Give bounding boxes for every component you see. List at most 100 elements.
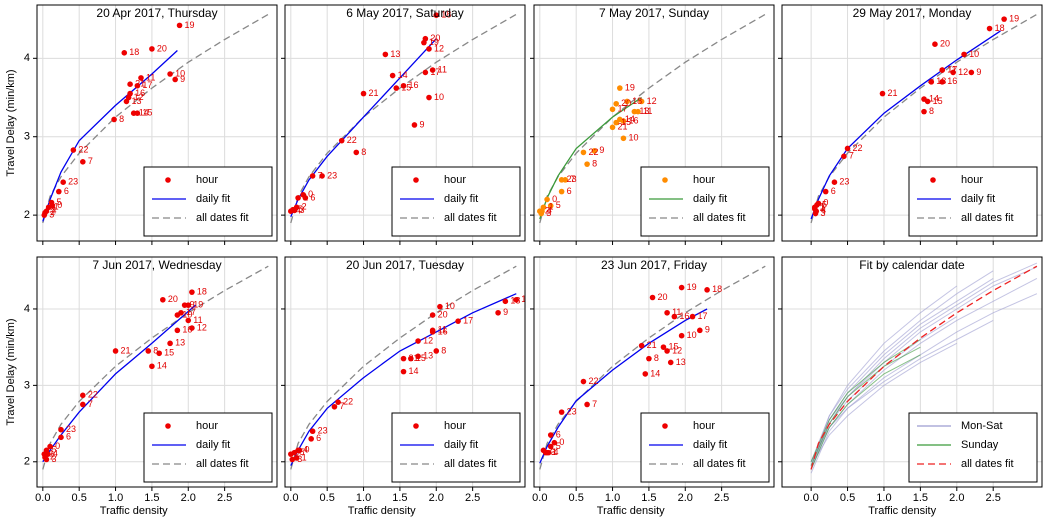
legend-box — [143, 412, 273, 483]
hour-point — [617, 85, 623, 91]
daily-fit-line — [539, 308, 708, 464]
hour-label: 3 — [51, 454, 56, 464]
hour-label: 1 — [302, 452, 307, 462]
hour-label: 18 — [510, 296, 520, 306]
hour-point — [289, 456, 296, 463]
hour-label: 23 — [839, 177, 849, 187]
hour-point — [58, 434, 64, 441]
hour-point — [80, 401, 86, 408]
hour-label: 14 — [650, 368, 660, 378]
hour-point — [620, 135, 627, 142]
hour-label: 16 — [628, 115, 638, 125]
hour-label: 20 — [940, 39, 950, 49]
hour-label: 22 — [343, 397, 353, 407]
hour-point — [968, 69, 975, 76]
hour-label: 14 — [398, 70, 408, 80]
x-tick-label: 0.5 — [840, 492, 855, 504]
hour-point — [613, 119, 619, 126]
hour-point — [822, 188, 829, 195]
panel: 0.0 0.5 1.0 1.5 2.0 2.5 Fit by calendar date Mo… — [778, 256, 1043, 517]
legend-box — [143, 166, 273, 237]
hour-label: 13 — [676, 357, 686, 367]
hour-label: 7 — [339, 401, 344, 411]
legend-marker — [165, 177, 171, 183]
panel-border — [284, 256, 526, 488]
hour-label: 16 — [438, 326, 448, 336]
hour-label: 22 — [347, 135, 357, 145]
hour-label: 17 — [142, 80, 152, 90]
hour-label: 17 — [186, 307, 196, 317]
hour-label: 6 — [64, 186, 69, 196]
hour-label: 20 — [430, 33, 440, 43]
hour-label: 3 — [297, 454, 302, 464]
hour-label: 8 — [153, 345, 158, 355]
hour-point — [495, 309, 501, 316]
hour-label: 1 — [54, 202, 59, 212]
legend-marker — [413, 423, 419, 429]
hour-point — [58, 426, 64, 433]
hour-label: 12 — [197, 322, 207, 332]
hour-label: 22 — [588, 376, 598, 386]
hour-label: 14 — [139, 108, 149, 118]
hour-label: 0 — [55, 441, 60, 451]
hour-point — [591, 148, 598, 154]
x-tick-label: 1.0 — [356, 492, 371, 504]
hour-label: 6 — [556, 429, 561, 439]
hour-point — [635, 108, 641, 115]
hour-label: 23 — [66, 424, 76, 434]
x-axis-label: Traffic density — [597, 505, 665, 517]
hour-label: 18 — [441, 10, 451, 20]
legend-label: daily fit — [444, 193, 478, 205]
x-tick-label: 2.0 — [678, 492, 693, 504]
hour-point — [664, 348, 670, 354]
hour-point — [338, 137, 345, 144]
hour-label: 23 — [327, 170, 337, 180]
hour-label: 2 — [545, 206, 550, 216]
hour-label: 4 — [296, 206, 301, 216]
hour-point — [112, 348, 119, 354]
hour-point — [547, 202, 554, 209]
hour-point — [149, 46, 155, 52]
hour-label: 5 — [556, 200, 561, 210]
hour-label: 22 — [588, 147, 598, 157]
x-axis-label: Traffic density — [348, 505, 416, 517]
fit-line — [810, 285, 958, 462]
hour-label: 1 — [820, 202, 825, 212]
hour-point — [961, 51, 967, 58]
hour-label: 3 — [821, 208, 826, 218]
hour-point — [400, 368, 407, 375]
hour-point — [609, 124, 616, 131]
hour-point — [545, 449, 552, 456]
hour-label: 19 — [1009, 13, 1019, 23]
hour-label: 22 — [78, 144, 88, 154]
hour-label: 19 — [521, 294, 531, 304]
hour-point — [382, 51, 389, 58]
hour-label: 2 — [548, 445, 553, 455]
hour-label: 5 — [51, 445, 56, 455]
hour-label: 18 — [129, 47, 139, 57]
hour-label: 8 — [119, 114, 124, 124]
hour-label: 19 — [193, 300, 203, 310]
hour-label: 20 — [168, 294, 178, 304]
y-axis-label: Travel Delay (min/km) — [5, 318, 17, 425]
daily-fit-line — [42, 304, 196, 463]
x-tick-label: 0.0 — [532, 492, 547, 504]
x-tick-label: 1.5 — [144, 492, 159, 504]
hour-label: 14 — [157, 361, 167, 371]
hour-point — [671, 313, 678, 320]
hour-label: 1 — [49, 449, 54, 459]
hour-label: 10 — [182, 309, 192, 319]
hour-label: 7 — [88, 399, 93, 409]
legend-label: all dates fit — [444, 212, 497, 224]
x-tick-label: 2.5 — [465, 492, 480, 504]
hour-label: 23 — [567, 406, 577, 416]
hour-label: 21 — [647, 340, 657, 350]
hour-label: 7 — [849, 151, 854, 161]
hour-label: 1 — [552, 447, 557, 457]
hour-point — [844, 145, 851, 152]
hour-point — [174, 327, 181, 334]
hour-point — [704, 287, 710, 293]
